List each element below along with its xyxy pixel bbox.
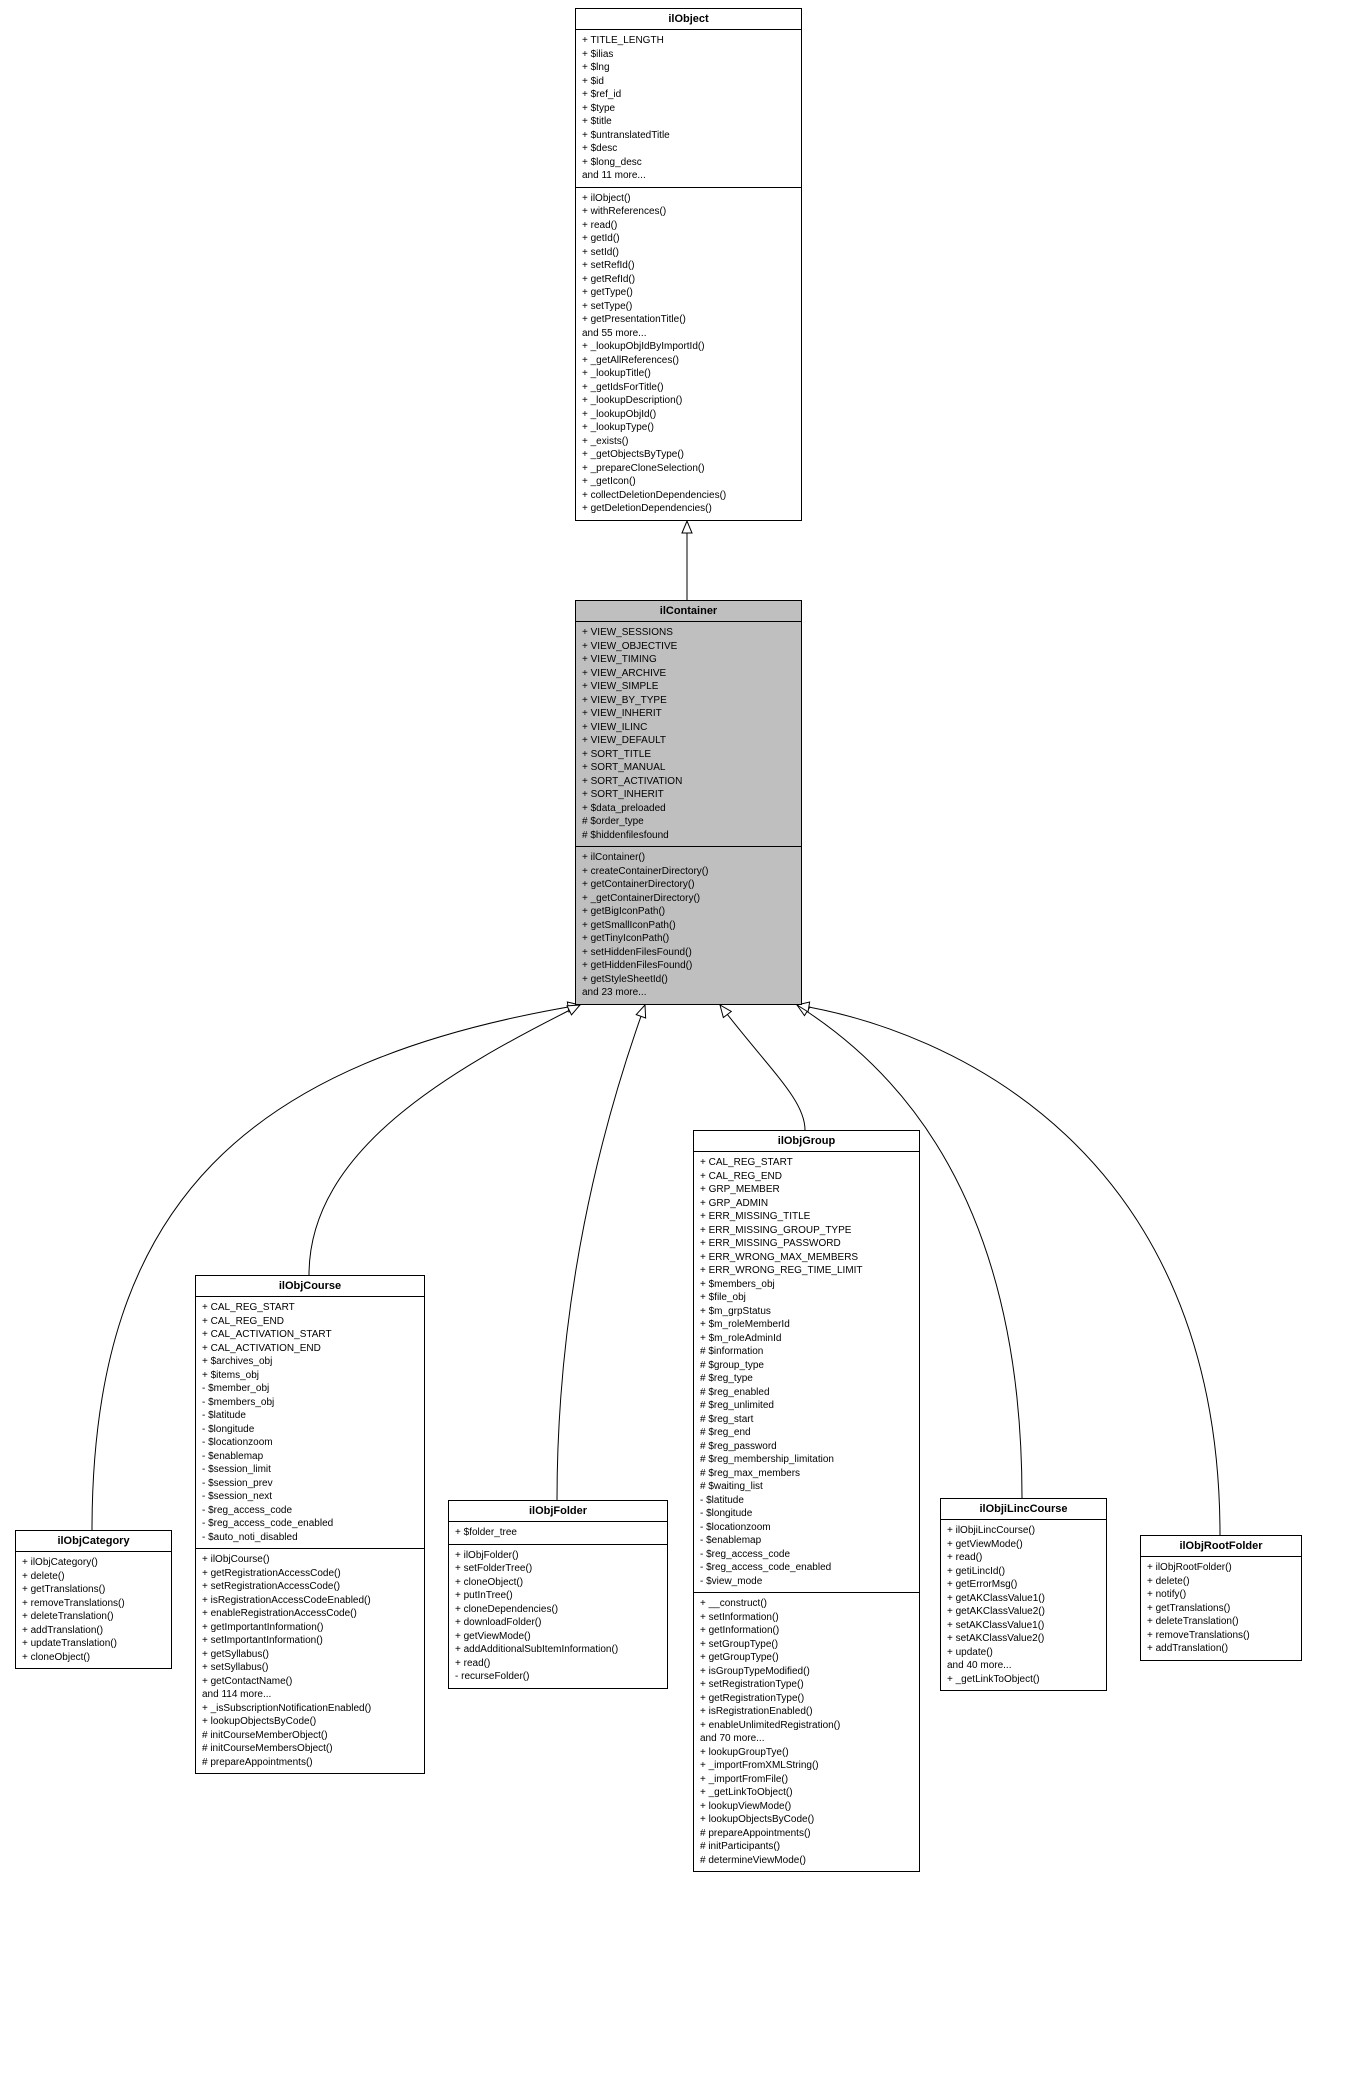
uml-section: + VIEW_SESSIONS + VIEW_OBJECTIVE + VIEW_… [576,622,801,847]
uml-class-ilObjiLincCourse: ilObjiLincCourse+ ilObjiLincCourse() + g… [940,1498,1107,1691]
uml-section: + __construct() + setInformation() + get… [694,1593,919,1871]
uml-section: + TITLE_LENGTH + $ilias + $lng + $id + $… [576,30,801,188]
uml-class-title: ilObject [576,9,801,30]
uml-section: + ilObjCategory() + delete() + getTransl… [16,1552,171,1668]
uml-class-ilObject: ilObject+ TITLE_LENGTH + $ilias + $lng +… [575,8,802,521]
uml-section: + CAL_REG_START + CAL_REG_END + CAL_ACTI… [196,1297,424,1549]
uml-class-ilObjFolder: ilObjFolder+ $folder_tree+ ilObjFolder()… [448,1500,668,1689]
inheritance-edge [557,1005,645,1500]
uml-class-title: ilObjGroup [694,1131,919,1152]
uml-section: + ilContainer() + createContainerDirecto… [576,847,801,1004]
uml-class-ilObjRootFolder: ilObjRootFolder+ ilObjRootFolder() + del… [1140,1535,1302,1661]
uml-class-title: ilObjCourse [196,1276,424,1297]
uml-section: + ilObjFolder() + setFolderTree() + clon… [449,1545,667,1688]
uml-section: + ilObjiLincCourse() + getViewMode() + r… [941,1520,1106,1690]
uml-section: + $folder_tree [449,1522,667,1545]
uml-section: + ilObjCourse() + getRegistrationAccessC… [196,1549,424,1773]
uml-class-ilObjCourse: ilObjCourse+ CAL_REG_START + CAL_REG_END… [195,1275,425,1774]
uml-class-title: ilObjiLincCourse [941,1499,1106,1520]
uml-section: + ilObject() + withReferences() + read()… [576,188,801,520]
uml-section: + CAL_REG_START + CAL_REG_END + GRP_MEMB… [694,1152,919,1593]
uml-class-ilObjGroup: ilObjGroup+ CAL_REG_START + CAL_REG_END … [693,1130,920,1872]
uml-class-ilObjCategory: ilObjCategory+ ilObjCategory() + delete(… [15,1530,172,1669]
inheritance-edge [309,1005,580,1275]
uml-class-ilContainer: ilContainer+ VIEW_SESSIONS + VIEW_OBJECT… [575,600,802,1005]
uml-class-title: ilObjRootFolder [1141,1536,1301,1557]
uml-class-title: ilObjCategory [16,1531,171,1552]
inheritance-edge [720,1005,805,1130]
uml-class-title: ilObjFolder [449,1501,667,1522]
uml-class-title: ilContainer [576,601,801,622]
uml-section: + ilObjRootFolder() + delete() + notify(… [1141,1557,1301,1660]
